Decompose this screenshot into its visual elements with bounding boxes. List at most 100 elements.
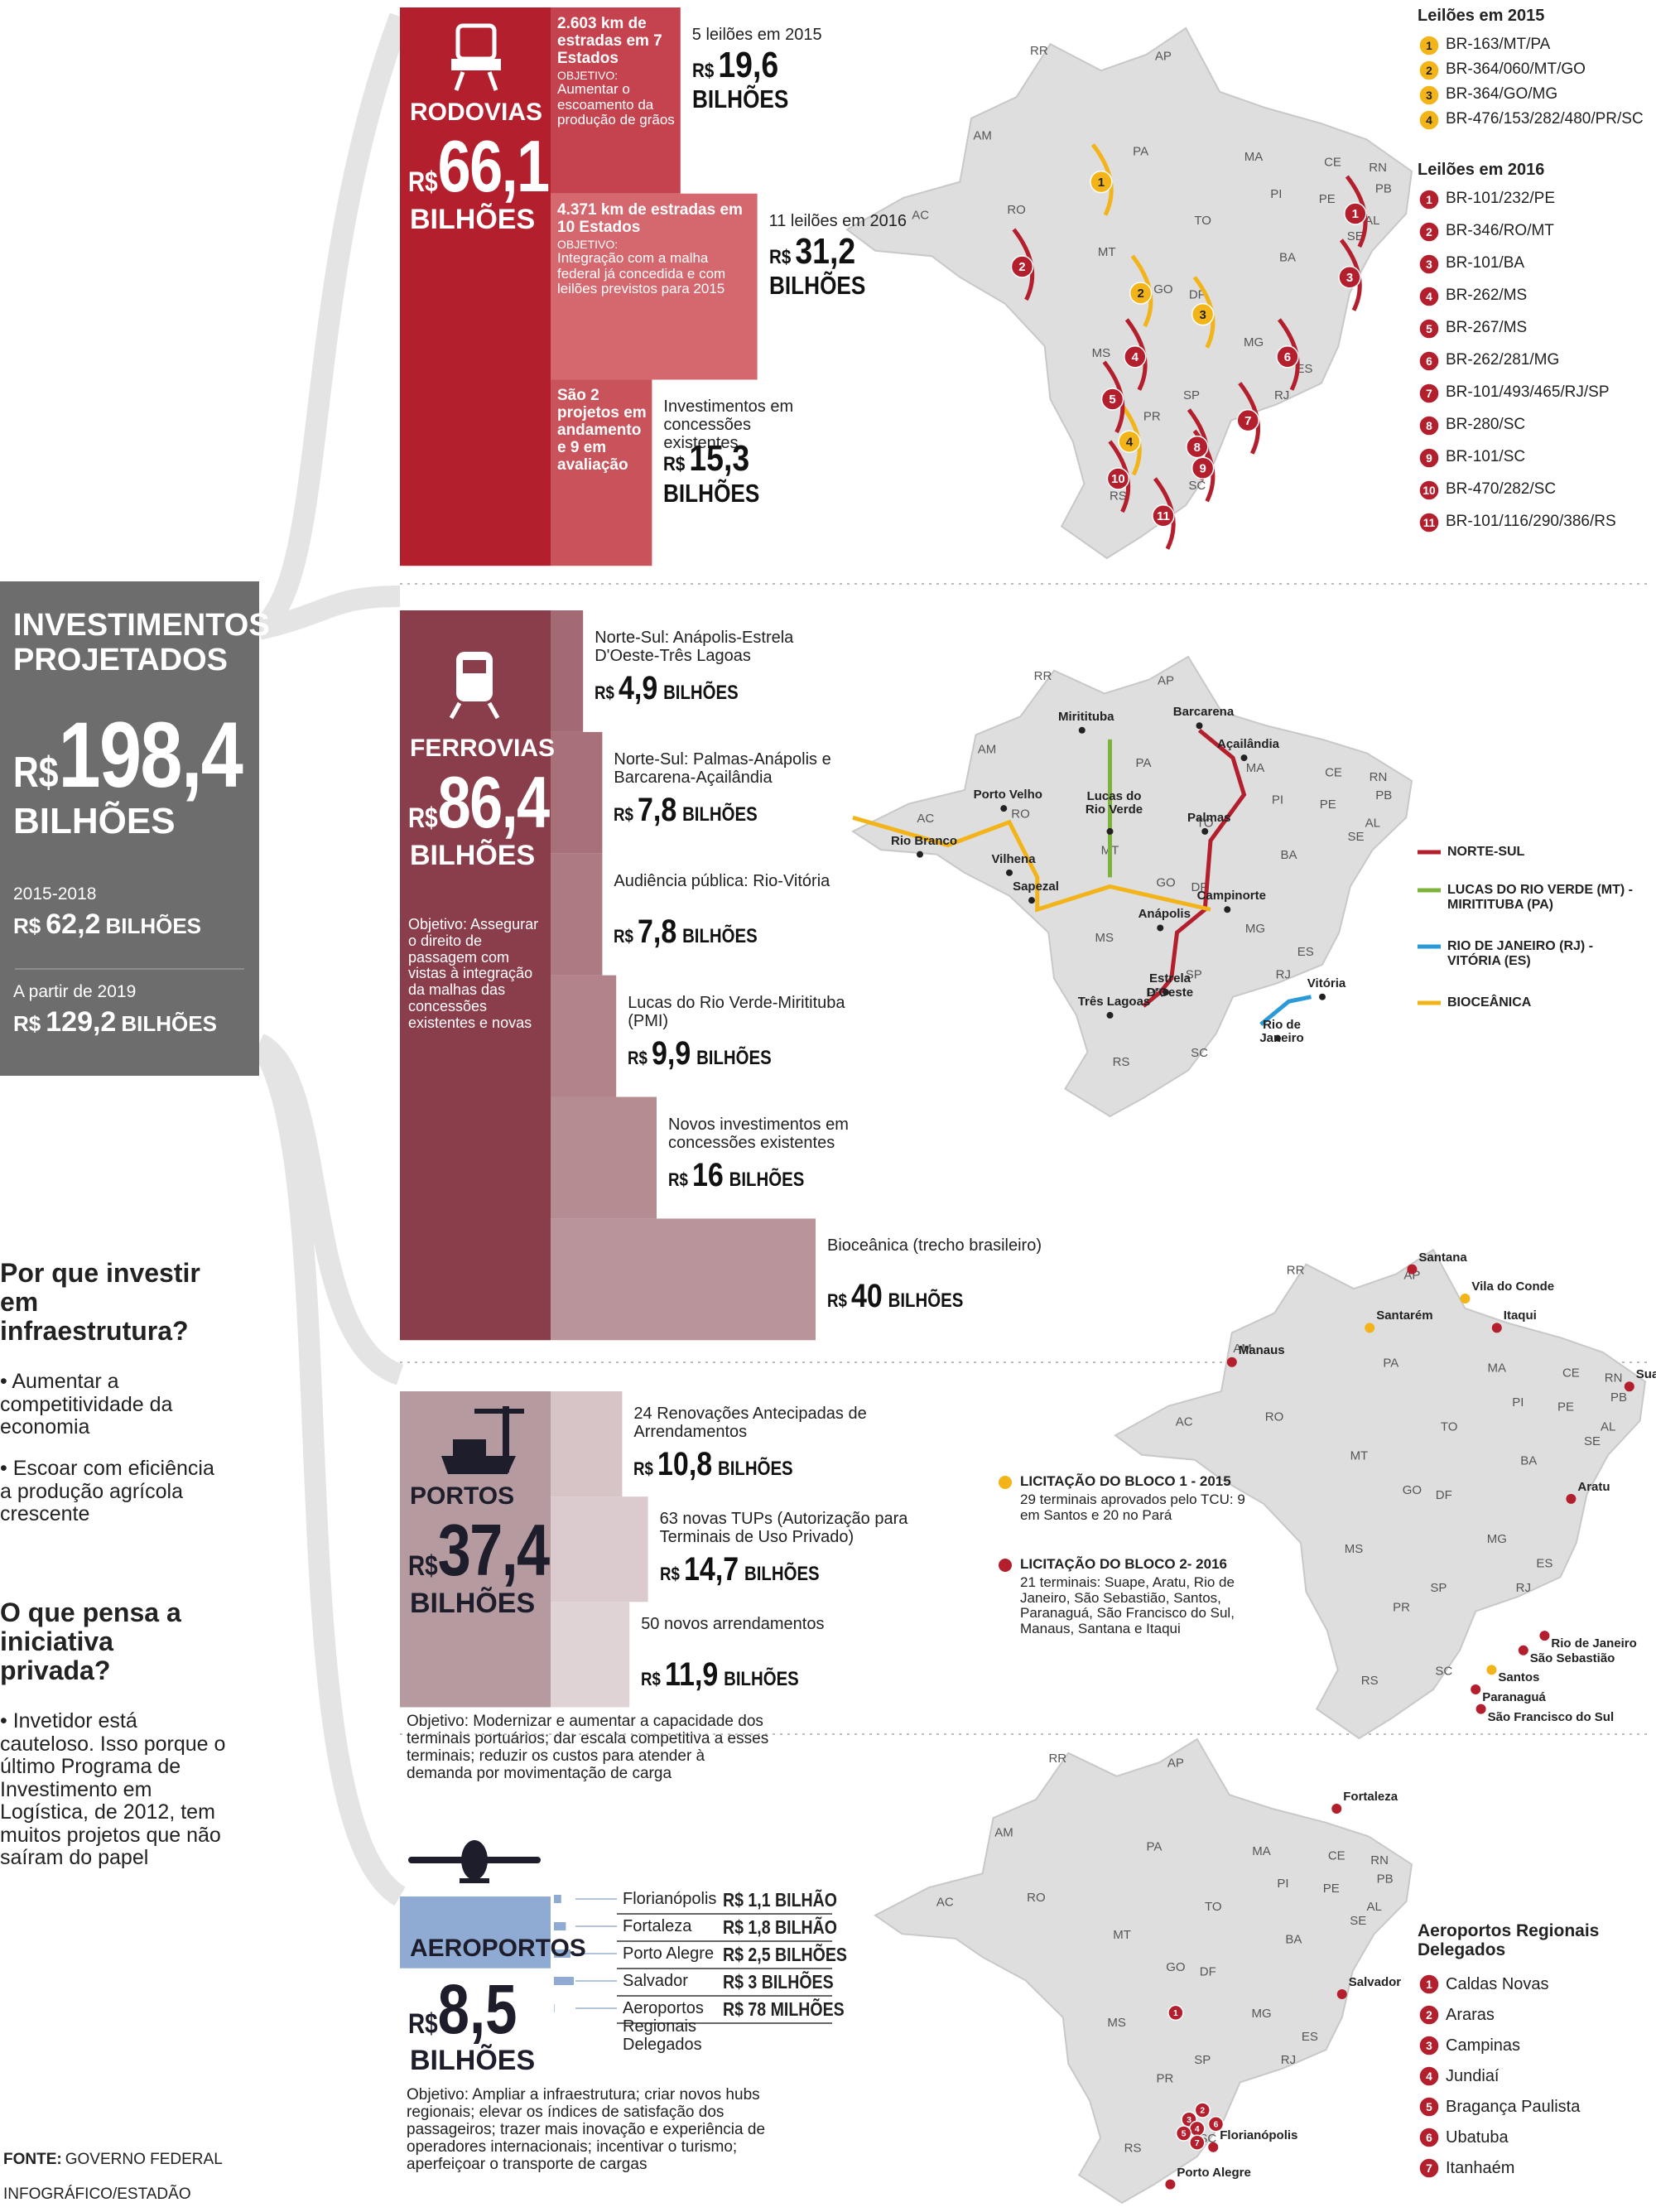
city-label: Vitória — [1307, 976, 1346, 990]
period-label: A partir de 2019 — [13, 982, 137, 1001]
legend-label: Ubatuba — [1446, 2128, 1509, 2147]
badge — [1418, 60, 1440, 81]
state-label: MG — [1251, 2007, 1271, 2021]
state-label: AL — [1365, 214, 1379, 228]
amount: 40 — [851, 1278, 883, 1315]
amount: 14,7 — [683, 1551, 739, 1588]
port-dot — [1624, 1381, 1634, 1392]
item-bar — [551, 853, 603, 976]
badge — [1418, 318, 1440, 340]
badge-number: 3 — [1426, 258, 1432, 271]
badge — [1106, 467, 1130, 490]
badge-number: 6 — [1284, 350, 1291, 364]
section-unit: BILHÕES — [410, 204, 536, 235]
item-caption: 5 leilões em 2015 — [691, 26, 822, 44]
badge-number: 4 — [1195, 2125, 1200, 2134]
state-label: RS — [1110, 489, 1127, 504]
city-label: Porto Velho — [973, 788, 1042, 802]
currency: R$ — [691, 60, 715, 82]
amount: 7,8 — [638, 913, 677, 950]
city-label: Estrela D'Oeste — [1146, 971, 1194, 1000]
badge — [1418, 350, 1440, 372]
port-dot — [1471, 1684, 1481, 1694]
currency: R$ — [628, 1047, 648, 1068]
amount: 9,9 — [652, 1034, 691, 1072]
badge-number: 1 — [1426, 1978, 1432, 1991]
currency: R$ — [408, 2008, 438, 2040]
legend-label: BIOCEÂNICA — [1447, 995, 1532, 1010]
currency: R$ — [614, 803, 634, 825]
badge — [1186, 435, 1209, 459]
currency: R$ — [633, 1458, 654, 1479]
state-label: PB — [1610, 1390, 1627, 1405]
item-bar — [551, 1391, 623, 1497]
state-label: SE — [1347, 830, 1364, 844]
section-objective: Objetivo: Assegurar o direito de passage… — [408, 916, 539, 1031]
legend-label: BR-262/MS — [1446, 287, 1528, 304]
badge — [1418, 512, 1440, 533]
section-unit: BILHÕES — [410, 840, 536, 871]
item-bar — [551, 1096, 657, 1219]
legend-dot — [999, 1559, 1012, 1572]
state-label: ES — [1297, 945, 1314, 959]
badge — [1191, 302, 1215, 326]
state-label: PR — [1393, 1601, 1410, 1615]
badge-number: 3 — [1426, 89, 1432, 102]
state-label: RJ — [1276, 968, 1291, 982]
objective-label: OBJETIVO: — [557, 237, 619, 251]
state-label: SP — [1430, 1581, 1447, 1595]
currency: R$ — [641, 1669, 662, 1690]
city-label: Palmas — [1187, 810, 1231, 825]
amount: 129,2 — [46, 1006, 117, 1038]
badge-number: 5 — [1426, 323, 1432, 335]
icon-part — [449, 701, 462, 720]
amount: 8,5 — [437, 1970, 518, 2048]
state-label: PA — [1383, 1357, 1398, 1371]
plane-icon — [408, 1840, 541, 1883]
state-label: RO — [1027, 1891, 1046, 1905]
objective: Aumentar o escoamento da produção de grã… — [557, 81, 675, 128]
amount: 37,4 — [437, 1509, 551, 1591]
legend-label: BR-364/060/MT/GO — [1446, 60, 1586, 78]
state-label: AP — [1167, 1757, 1184, 1771]
state-label: MA — [1246, 761, 1265, 775]
state-label: MT — [1113, 1928, 1131, 1942]
item-bar — [551, 975, 617, 1097]
city-label: Rio Branco — [890, 833, 957, 848]
state-label: PR — [1143, 410, 1161, 424]
badge-number: 2 — [1426, 226, 1432, 239]
city-dot — [1240, 754, 1248, 762]
item-amount: R$ 15,3 BILHÕES — [663, 439, 759, 507]
city-dot — [1319, 993, 1326, 1000]
icon-part — [451, 59, 501, 70]
badge-number: 5 — [1109, 393, 1115, 407]
state-label: RR — [1034, 669, 1052, 683]
state-label: MG — [1487, 1532, 1507, 1546]
badge-number: 1 — [1426, 40, 1432, 52]
airport-dot — [1336, 1989, 1347, 1999]
badge-number: 10 — [1111, 472, 1125, 486]
badge-number: 3 — [1426, 2040, 1432, 2052]
currency: R$ — [668, 1169, 688, 1190]
state-label: MS — [1107, 2016, 1126, 2030]
badge — [1338, 266, 1361, 289]
icon-part — [463, 660, 486, 673]
state-label: RJ — [1274, 388, 1289, 402]
badge-number: 4 — [1426, 291, 1432, 303]
summary-total: R$198,4 — [13, 704, 243, 806]
state-label: MT — [1350, 1449, 1369, 1463]
badge-number: 1 — [1173, 2009, 1178, 2018]
badge — [1418, 2004, 1440, 2026]
port-label: Suape — [1635, 1367, 1656, 1382]
airport-dot — [1165, 2179, 1176, 2190]
amount: 31,2 — [794, 230, 855, 272]
item-caption: 24 Renovações Antecipadas de Arrendament… — [633, 1405, 867, 1441]
state-label: PE — [1320, 798, 1336, 812]
state-label: PB — [1375, 788, 1392, 802]
icon-part — [453, 1439, 486, 1456]
unit: BILHÕES — [663, 682, 739, 704]
port-label: Santana — [1418, 1250, 1467, 1265]
legend-label: BR-101/SC — [1446, 448, 1526, 465]
badge — [1418, 253, 1440, 275]
state-label: SC — [1191, 1046, 1208, 1060]
